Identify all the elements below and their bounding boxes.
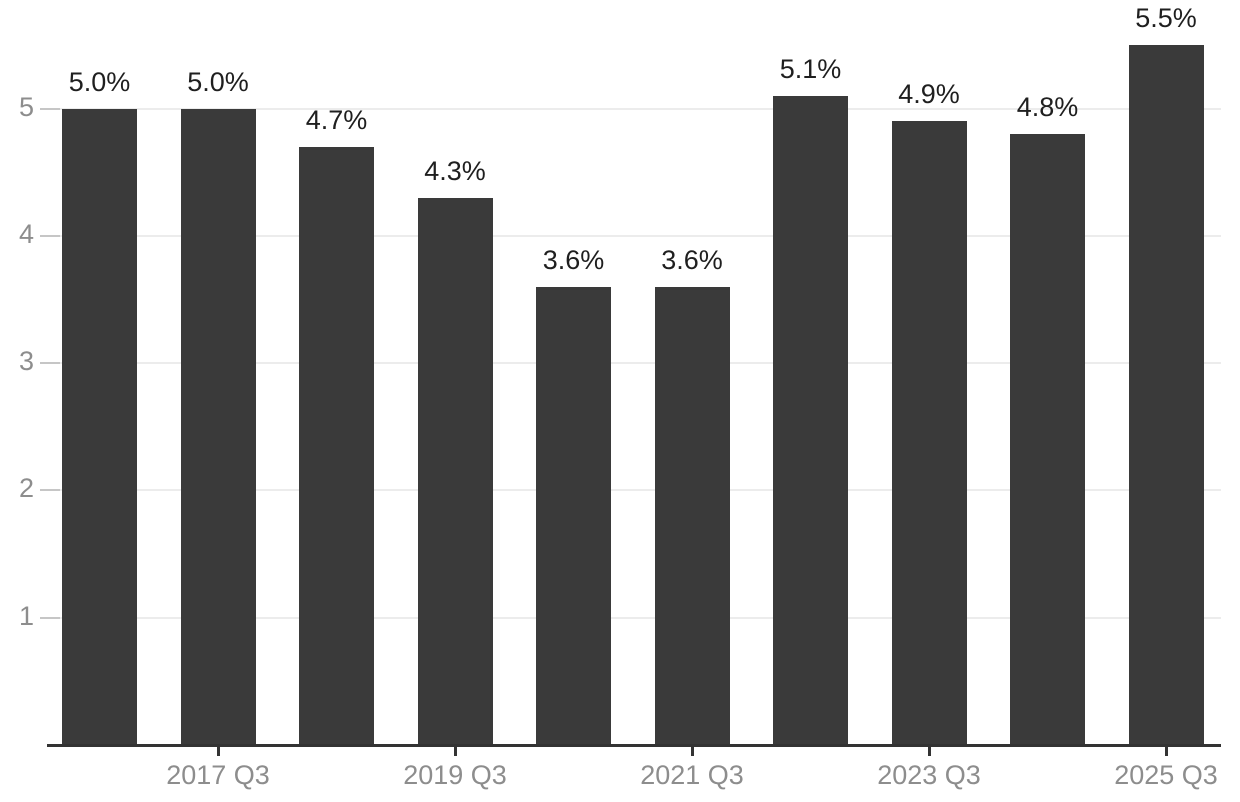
bar [62,108,137,745]
x-axis-tick-mark [1164,747,1168,756]
bar-value-label: 5.0% [68,66,131,97]
bar [180,108,256,745]
bar [891,121,967,745]
x-axis-line [47,744,1221,747]
gridline [47,489,1221,492]
y-axis-tick-label: 5 [18,91,34,122]
y-axis-tick-mark [40,362,60,365]
x-axis-tick-label: 2017 Q3 [166,760,270,790]
bar-value-label: 5.5% [1135,3,1197,33]
y-axis-tick-mark [40,616,60,619]
y-axis-tick-label: 1 [18,600,34,631]
bar-value-label: 5.1% [779,53,842,84]
bar-value-label: 4.3% [424,155,486,186]
x-axis-tick-label: 2025 Q3 [1114,760,1218,790]
x-axis-tick-label: 2023 Q3 [877,760,981,790]
x-axis-tick-label: 2019 Q3 [403,760,507,790]
bar [417,197,493,745]
y-axis-tick-mark [40,107,60,110]
bar [1128,45,1204,745]
bar-value-label: 3.6% [661,244,723,275]
bar [773,95,848,745]
bar [299,146,374,745]
bar-value-label: 4.9% [898,79,960,110]
bar [536,286,611,745]
x-axis-tick-mark [927,747,931,756]
y-axis-tick-label: 3 [18,346,34,377]
gridline [47,107,1221,110]
x-axis-tick-mark [690,747,694,756]
bar [1010,134,1085,745]
bar-value-label: 5.0% [187,66,249,97]
bar-value-label: 3.6% [542,244,605,275]
x-axis-tick-mark [453,747,457,756]
bar [654,286,730,745]
x-axis-tick-label: 2021 Q3 [640,760,744,790]
y-axis-tick-mark [40,234,60,237]
bar-value-label: 4.7% [305,104,368,135]
y-axis-tick-mark [40,489,60,492]
gridline [47,234,1221,237]
x-axis-tick-mark [216,747,220,756]
y-axis-tick-label: 2 [18,473,34,504]
gridline [47,616,1221,619]
y-axis-tick-label: 4 [18,218,34,249]
gridline [47,362,1221,365]
bar-value-label: 4.8% [1016,92,1079,123]
